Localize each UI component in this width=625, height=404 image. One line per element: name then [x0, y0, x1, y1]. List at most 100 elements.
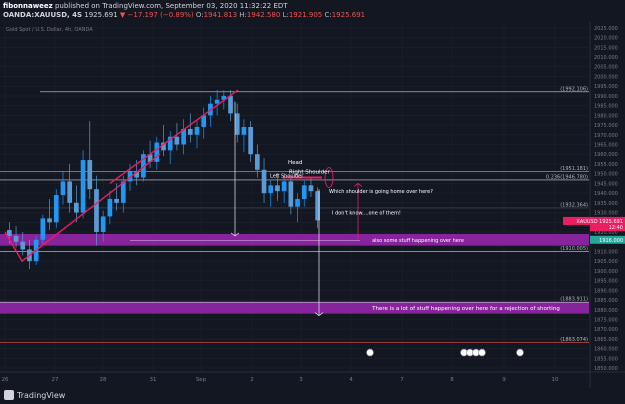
price-tick-label: 1990.000 — [594, 94, 618, 100]
publish-text: published on TradingView.com, September … — [54, 2, 288, 10]
candle-body — [87, 160, 93, 190]
price-tick-label: 1860.000 — [594, 347, 618, 353]
candle-body — [187, 128, 193, 135]
high-value: 1942.580 — [246, 11, 281, 19]
price-badge-bg — [563, 216, 625, 225]
open-value: 1941.813 — [203, 11, 238, 19]
author-name[interactable]: fibonnaweez — [3, 2, 53, 10]
price-change: ▼ −17.197 (−0.89%) — [119, 11, 194, 19]
price-chart[interactable]: also some stuff happening over here There… — [0, 22, 625, 388]
time-axis[interactable]: 26 27 28 31 Sep 2 3 4 7 8 9 10 — [0, 371, 625, 383]
price-axis[interactable]: 1850.000 1855.000 1860.000 1865.000 1870.000… — [563, 22, 625, 388]
arrow-down-head-1 — [230, 232, 240, 237]
price-tick-label: 1960.000 — [594, 152, 618, 158]
level-label: (1932.364) — [560, 202, 588, 208]
levels-layer — [0, 91, 589, 343]
time-tick-label: 27 — [52, 377, 59, 383]
price-tick-label: 1950.000 — [594, 172, 618, 178]
time-tick-label: 4 — [349, 377, 353, 383]
level-label: (1992.106) — [560, 86, 588, 92]
trend-line-lower — [4, 153, 161, 263]
candle-body — [161, 142, 166, 151]
candle-body — [174, 136, 180, 145]
price-tick-label: 2000.000 — [594, 74, 618, 80]
candle-body — [20, 241, 26, 250]
annotation-text: I don't know....one of them! — [332, 211, 401, 217]
price-tick-label: 1885.000 — [594, 298, 618, 304]
candle-body — [261, 169, 267, 194]
price-tick-label: 1970.000 — [594, 133, 618, 139]
price-tick-label: 1880.000 — [594, 308, 618, 314]
price-tick-label: 1865.000 — [594, 337, 618, 343]
zone-label: There is a lot of stuff happening over h… — [371, 306, 560, 312]
chart-background — [0, 22, 625, 388]
candle-body — [100, 216, 106, 232]
low-value: 1921.905 — [288, 11, 323, 19]
candle-body — [147, 154, 153, 162]
price-tick-label: 1945.000 — [594, 181, 618, 187]
drawings-layer — [4, 89, 524, 357]
time-tick-label: 8 — [450, 377, 454, 383]
price-tick-label: 1975.000 — [594, 123, 618, 129]
low-label: L: — [282, 11, 289, 19]
candle-body — [228, 95, 233, 114]
annotation-text: Head — [288, 160, 302, 166]
candle-body — [40, 218, 46, 240]
candle-body — [315, 191, 320, 221]
shoulder-circle — [324, 167, 334, 189]
annotation-text: Left Shoulder — [270, 174, 304, 180]
price-tick-label: 1855.000 — [594, 356, 618, 362]
event-markers[interactable] — [366, 348, 524, 357]
time-tick-label: 26 — [2, 377, 9, 383]
zone-band — [0, 302, 589, 314]
candle-body — [13, 235, 19, 242]
price-tick-label: 2025.000 — [594, 26, 618, 32]
trend-line-upper — [109, 89, 239, 184]
price-badge-text: 12:40 — [609, 225, 623, 231]
zone-label: also some stuff happening over here — [372, 238, 464, 244]
annotation-text: Which shoulder is going home over here? — [329, 189, 433, 195]
candle-body — [127, 171, 133, 182]
candle-body — [308, 185, 314, 192]
price-tick-label: 1850.000 — [594, 366, 618, 372]
annotation-text: Right Shoulder — [289, 170, 330, 176]
level-label: (1863.074) — [560, 337, 588, 343]
last-price: 1925.691 — [84, 11, 118, 19]
candle-body — [107, 198, 113, 217]
time-tick-label: 28 — [100, 377, 107, 383]
level-label: 0.236(1946.780) — [546, 174, 588, 180]
candle-body — [80, 160, 86, 213]
tradingview-logo-icon — [4, 390, 14, 400]
arrow-down-head-2 — [314, 312, 324, 317]
candle-body — [47, 218, 52, 223]
chart-header: fibonnaweez published on TradingView.com… — [0, 0, 625, 22]
candle-body — [194, 127, 200, 135]
price-tick-label: 1965.000 — [594, 143, 618, 149]
candle-body — [181, 128, 186, 145]
candle-body — [248, 127, 253, 155]
candles-layer — [7, 90, 320, 269]
price-tick-label: 2015.000 — [594, 45, 618, 51]
price-badge-bg — [590, 223, 625, 232]
time-tick-label: Sep — [196, 377, 207, 383]
time-tick-label: 7 — [400, 377, 404, 383]
event-flag-icon — [366, 348, 374, 357]
price-tick-label: 2005.000 — [594, 65, 618, 71]
level-label: (1910.005) — [560, 246, 588, 252]
candle-body — [241, 127, 247, 135]
price-tick-label: 1870.000 — [594, 327, 618, 333]
event-flag-icon — [516, 348, 524, 357]
price-tick-label: 1895.000 — [594, 279, 618, 285]
time-tick-label: 2 — [250, 377, 254, 383]
labels-layer: also some stuff happening over here There… — [270, 86, 588, 343]
level-label: (1951.181) — [560, 166, 588, 172]
time-tick-label: 10 — [552, 377, 559, 383]
price-tick-label: 1920.000 — [594, 230, 618, 236]
tradingview-logo[interactable]: TradingView — [4, 390, 65, 400]
price-tick-label: 1940.000 — [594, 191, 618, 197]
price-tick-label: 1875.000 — [594, 318, 618, 324]
candle-body — [120, 181, 126, 203]
chart-title: Gold Spot / U.S. Dollar, 4h, OANDA — [6, 27, 93, 33]
open-label: O: — [195, 11, 204, 19]
candle-body — [288, 181, 294, 207]
